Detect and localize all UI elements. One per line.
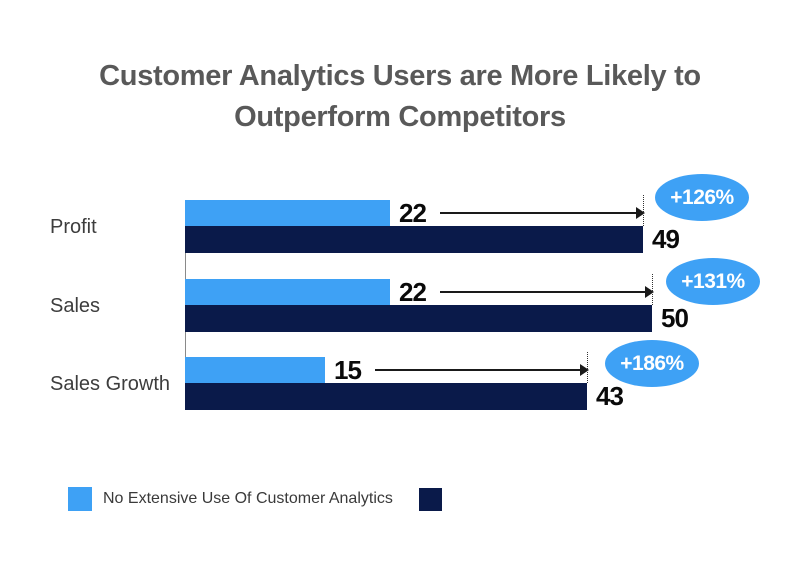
- percent-bubble-profit: +126%: [655, 174, 749, 221]
- legend-swatch-light-blue: [68, 487, 92, 511]
- value-label-series1-profit: 22: [399, 198, 427, 228]
- arrow-line-sales-growth: [375, 369, 580, 371]
- bar-navy-profit: [185, 226, 643, 253]
- value-label-series2-profit: 49: [652, 224, 680, 254]
- value-label-series2-sales: 50: [661, 303, 689, 333]
- value-label-series2-sales-growth: 43: [596, 381, 624, 411]
- chart-title: Customer Analytics Users are More Likely…: [0, 56, 800, 138]
- percent-bubble-sales: +131%: [666, 258, 760, 305]
- arrow-line-sales: [440, 291, 645, 293]
- legend-label-no-extensive-use: No Extensive Use Of Customer Analytics: [103, 490, 393, 507]
- bar-light-blue-sales-growth: [185, 357, 325, 383]
- bar-navy-sales-growth: [185, 383, 587, 410]
- value-label-series1-sales: 22: [399, 277, 427, 307]
- percent-bubble-sales-growth: +186%: [605, 340, 699, 387]
- bar-navy-sales: [185, 305, 652, 332]
- legend-swatch-navy: [418, 487, 442, 511]
- legend: No Extensive Use Of Customer Analytics: [68, 487, 453, 511]
- category-label-sales: Sales: [50, 295, 101, 317]
- chart-title-line2: Outperform Competitors: [234, 101, 566, 133]
- dotted-line-sales: [652, 274, 653, 305]
- category-label-profit: Profit: [50, 216, 97, 238]
- chart-title-line1: Customer Analytics Users are More Likely…: [99, 60, 701, 92]
- dotted-line-sales-growth: [587, 352, 588, 383]
- bar-light-blue-profit: [185, 200, 390, 226]
- category-label-sales-growth: Sales Growth: [50, 373, 171, 395]
- arrow-head-sales: [645, 286, 654, 298]
- bar-light-blue-sales: [185, 279, 390, 305]
- arrow-head-profit: [636, 207, 645, 219]
- value-label-series1-sales-growth: 15: [334, 355, 362, 385]
- arrow-head-sales-growth: [580, 364, 589, 376]
- dotted-line-profit: [643, 195, 644, 226]
- arrow-line-profit: [440, 212, 636, 214]
